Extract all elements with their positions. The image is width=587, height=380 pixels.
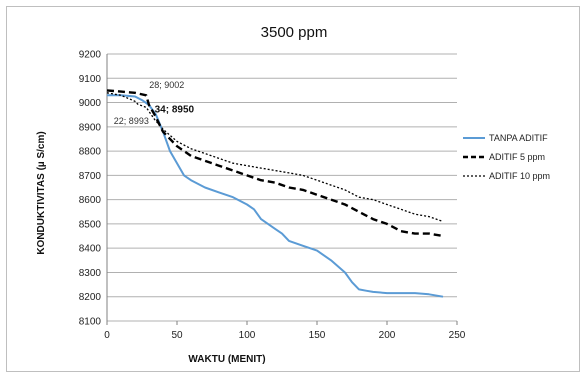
chart-title: 3500 ppm	[261, 24, 328, 41]
series-line-aditif-5-ppm	[106, 89, 444, 238]
x-tick-label: 100	[239, 330, 256, 341]
y-tick-label: 8700	[79, 171, 102, 182]
x-tick-label: 200	[379, 330, 396, 341]
y-tick-label: 9200	[79, 50, 102, 61]
data-label: 22; 8993	[114, 116, 149, 126]
y-tick-label: 8600	[79, 195, 102, 206]
series-line-tanpa-aditif	[107, 94, 444, 298]
y-tick-label: 8500	[79, 219, 102, 230]
y-tick-label: 9000	[79, 98, 102, 109]
data-label: 28; 9002	[149, 80, 184, 90]
x-tick-label: 150	[309, 330, 326, 341]
legend-entry: ADITIF 5 ppm	[489, 152, 545, 162]
y-tick-label: 8400	[79, 244, 102, 255]
y-tick-label: 8300	[79, 268, 102, 279]
y-tick-label: 8900	[79, 122, 102, 133]
y-tick-label: 8200	[79, 292, 102, 303]
gridlines	[107, 53, 457, 322]
y-tick-label: 8100	[79, 317, 102, 328]
y-tick-label: 8800	[79, 147, 102, 158]
legend-entry: TANPA ADITIF	[489, 133, 548, 143]
y-axis-title: KONDUKTIVITAS (µ S/cm)	[36, 131, 47, 254]
data-label: 34; 8950	[155, 105, 195, 116]
x-tick-label: 250	[449, 330, 466, 341]
x-tick-label: 0	[104, 330, 110, 341]
line-chart: 3500 ppm 8100 8200 8300 8400 8500 8600 8700 880…	[36, 24, 550, 365]
series-line-aditif-10-ppm	[106, 92, 444, 223]
legend-entry: ADITIF 10 ppm	[489, 171, 550, 181]
x-tick-label: 50	[171, 330, 183, 341]
x-axis-title: WAKTU (MENIT)	[188, 354, 265, 365]
data-annotations: 28; 9002 34; 8950 22; 8993	[114, 80, 195, 126]
legend: TANPA ADITIF ADITIF 5 ppm ADITIF 10 ppm	[463, 133, 550, 181]
y-tick-label: 9100	[79, 74, 102, 85]
axes: 8100 8200 8300 8400 8500 8600 8700 8800 8900 9000…	[79, 50, 466, 342]
series-lines	[106, 89, 444, 298]
chart-container: 3500 ppm 8100 8200 8300 8400 8500 8600 8700 880…	[6, 6, 580, 372]
